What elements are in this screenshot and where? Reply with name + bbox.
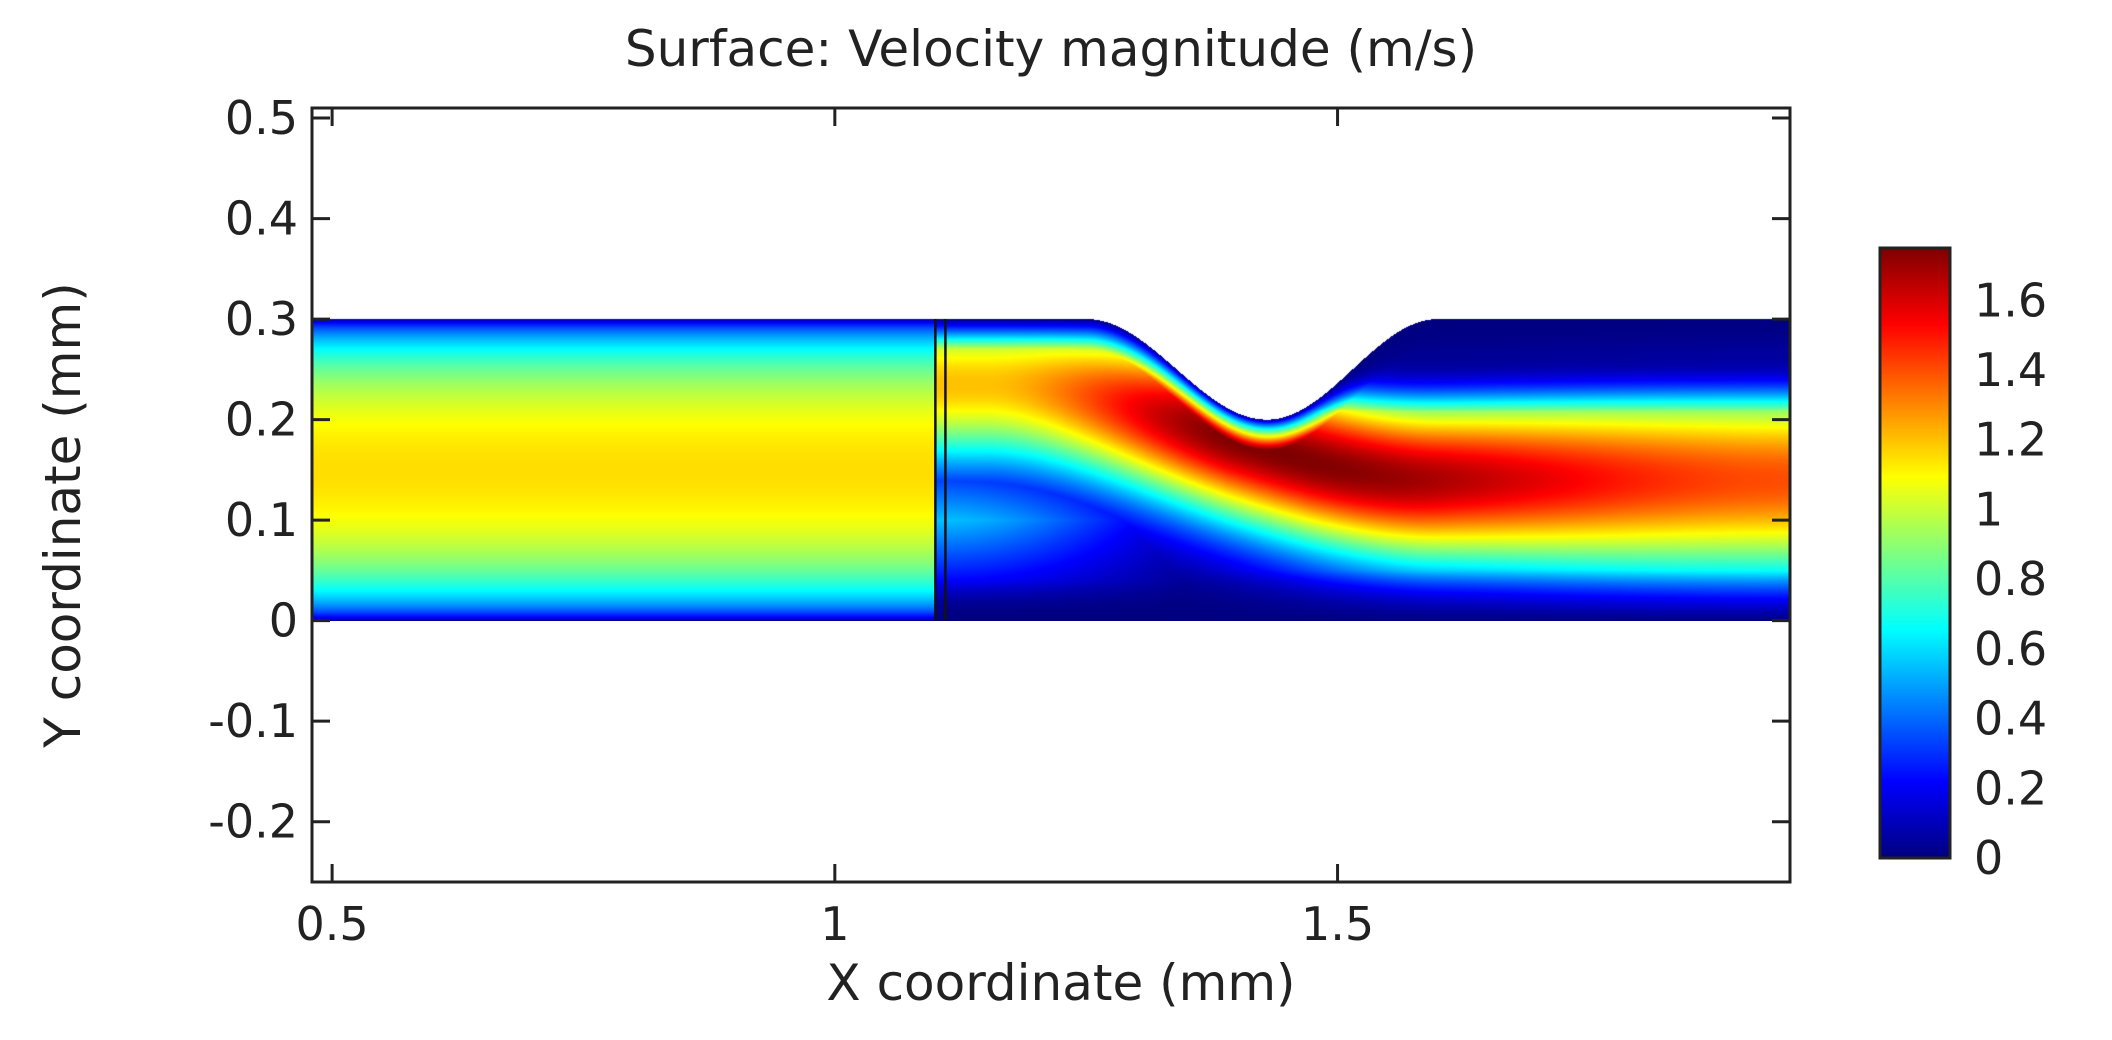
- y-axis-label: Y coordinate (mm): [34, 282, 92, 748]
- y-tick-label: -0.1: [208, 694, 298, 748]
- colorbar-tick-label: 1.6: [1974, 273, 2047, 327]
- colorbar-tick-label: 0.8: [1974, 552, 2047, 606]
- colorbar: [1878, 246, 1952, 860]
- x-tick-label: 0.5: [296, 897, 369, 951]
- colorbar-tick-label: 0.2: [1974, 761, 2047, 815]
- colorbar-tick-label: 1.2: [1974, 413, 2047, 467]
- x-tick-label: 1: [820, 897, 849, 951]
- y-tick-label: 0.2: [225, 393, 298, 447]
- velocity-heatmap: [312, 309, 1790, 621]
- y-axis-ticks: 0.5 0.4 0.3 0.2 0.1 0 -0.1 -0.2: [208, 91, 1790, 849]
- y-tick-label: 0.1: [225, 493, 298, 547]
- plot-frame: [310, 106, 1792, 884]
- y-tick-label: -0.2: [208, 795, 298, 849]
- y-tick-label: 0: [269, 594, 298, 648]
- y-tick-label: 0.4: [225, 192, 298, 246]
- x-tick-label: 1.5: [1301, 897, 1374, 951]
- x-axis-label: X coordinate (mm): [826, 954, 1295, 1012]
- colorbar-tick-label: 1.4: [1974, 343, 2047, 397]
- colorbar-tick-label: 0.4: [1974, 692, 2047, 746]
- y-tick-label: 0.5: [225, 91, 298, 145]
- x-axis-ticks: 0.5 1 1.5: [296, 108, 1374, 951]
- colorbar-tick-label: 1: [1974, 482, 2003, 536]
- colorbar-tick-label: 0: [1974, 831, 2003, 885]
- wall-marker: [934, 319, 947, 621]
- colorbar-ticks: 0 0.2 0.4 0.6 0.8 1 1.2 1.4 1.6: [1974, 273, 2047, 885]
- y-tick-label: 0.3: [225, 292, 298, 346]
- chart-title: Surface: Velocity magnitude (m/s): [625, 20, 1477, 78]
- colorbar-tick-label: 0.6: [1974, 622, 2047, 676]
